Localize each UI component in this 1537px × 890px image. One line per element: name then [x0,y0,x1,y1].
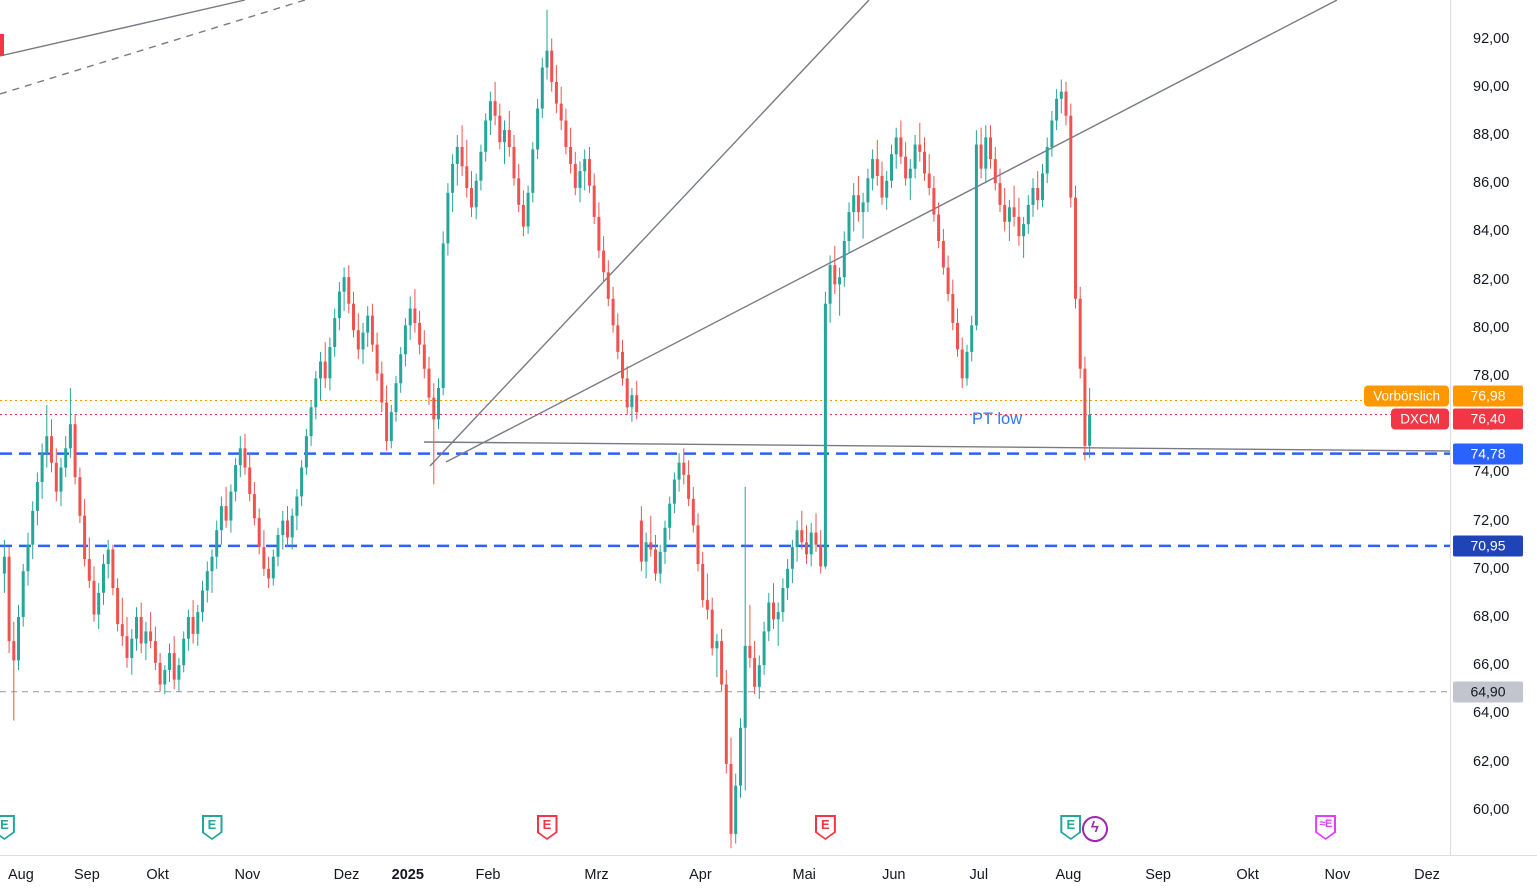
premarket-label-pill: Vorbörslich [1364,385,1449,406]
earnings-marker[interactable]: ≈E [1315,815,1337,840]
time-axis-label: Sep [73,867,100,883]
time-axis-label: Mrz [584,867,609,883]
earnings-marker[interactable]: E [1060,815,1082,840]
earnings-marker[interactable]: E [201,815,223,840]
price-tick: 82,00 [1473,271,1510,288]
earnings-flash-icon[interactable]: ϟ [1081,816,1108,842]
price-tick: 68,00 [1473,609,1510,625]
price-tick: 78,00 [1473,368,1510,384]
price-tick: 62,00 [1473,753,1510,770]
price-tick: 92,00 [1473,30,1510,47]
price-axis[interactable]: 92,00 90,00 88,00 86,00 84,00 82,00 80,00 78,00… [1450,0,1537,855]
price-tick: 88,00 [1473,127,1510,143]
time-axis-label: Nov [234,867,261,883]
price-tick: 84,00 [1473,223,1510,240]
time-axis-label: Feb [475,867,501,883]
symbol-price-badge: 76,40 [1453,408,1523,429]
level-lower-price-badge: 70,95 [1453,535,1523,557]
time-axis-label: Jul [969,867,989,883]
price-tick: 74,00 [1473,464,1510,481]
earnings-marker[interactable]: E [814,815,836,840]
time-axis-label: Dez [333,867,360,883]
earnings-marker[interactable]: E [0,815,15,840]
price-tick: 60,00 [1473,801,1510,818]
time-axis-label: Nov [1324,867,1351,883]
pt-low-label[interactable]: PT low [972,410,1023,428]
time-axis-label: Okt [1236,867,1259,883]
clipped-marker [0,34,4,56]
price-tick: 90,00 [1473,78,1510,95]
price-tick: 80,00 [1473,319,1510,336]
time-axis-label: Aug [7,867,34,883]
candlestick-chart[interactable] [0,0,1450,855]
time-axis[interactable]: Aug Sep Okt Nov Dez 2025 Feb Mrz Apr Mai Jun Jul Aug… [0,855,1537,890]
time-axis-label: Apr [689,867,712,883]
level-upper-price-badge: 74,78 [1453,443,1523,465]
time-axis-label: Aug [1055,867,1082,883]
price-tick: 66,00 [1473,657,1510,674]
time-axis-label: Mai [792,867,816,883]
price-tick: 72,00 [1473,512,1510,529]
time-axis-label: Jun [882,867,906,883]
price-tick: 86,00 [1473,175,1510,192]
earnings-marker[interactable]: E [536,815,558,840]
symbol-label-pill: DXCM [1391,408,1449,429]
time-axis-label: Okt [146,867,169,883]
time-axis-label: 2025 [391,867,424,883]
premarket-price-badge: 76,98 [1453,385,1523,406]
price-tick: 64,00 [1473,705,1510,722]
gray-level-price-badge: 64,90 [1453,681,1523,703]
time-axis-label: Dez [1414,867,1440,883]
price-tick: 70,00 [1473,560,1510,577]
time-axis-label: Sep [1145,867,1171,883]
